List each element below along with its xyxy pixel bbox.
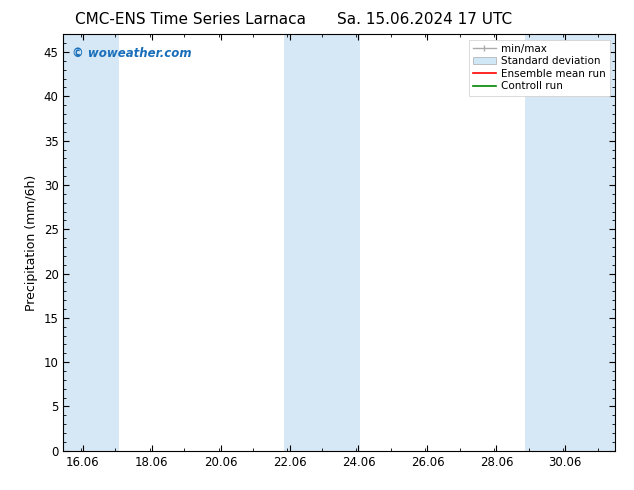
Bar [526,34,615,451]
Legend: min/max, Standard deviation, Ensemble mean run, Controll run: min/max, Standard deviation, Ensemble me… [469,40,610,96]
Y-axis label: Precipitation (mm/6h): Precipitation (mm/6h) [25,174,38,311]
Bar [284,34,360,451]
Text: Sa. 15.06.2024 17 UTC: Sa. 15.06.2024 17 UTC [337,12,512,27]
Text: CMC-ENS Time Series Larnaca: CMC-ENS Time Series Larnaca [75,12,306,27]
Text: © woweather.com: © woweather.com [72,47,191,60]
Bar [63,34,119,451]
